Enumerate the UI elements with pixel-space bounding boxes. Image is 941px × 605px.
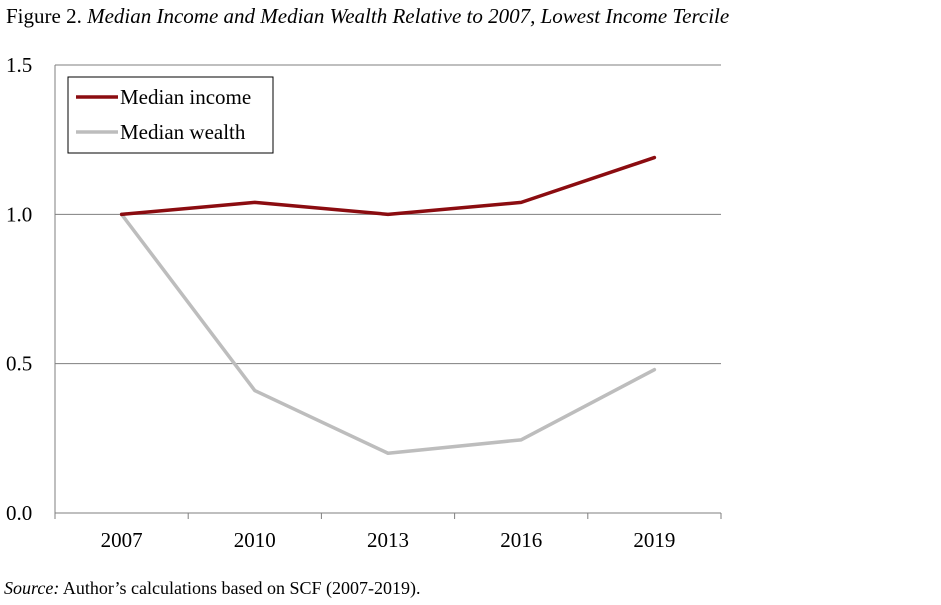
legend-label: Median wealth — [120, 120, 246, 144]
figure-title: Figure 2. Median Income and Median Wealt… — [6, 4, 729, 29]
source-text: Author’s calculations based on SCF (2007… — [62, 578, 421, 598]
y-tick-label: 0.0 — [6, 501, 32, 525]
source-label: Source: — [4, 578, 60, 598]
figure-number: Figure 2. — [6, 4, 82, 28]
axes — [54, 65, 722, 519]
y-tick-label: 1.5 — [6, 53, 32, 77]
x-tick-label: 2016 — [500, 528, 542, 552]
y-tick-label: 1.0 — [6, 202, 32, 226]
x-tick-label: 2019 — [633, 528, 675, 552]
legend: Median income Median wealth — [67, 76, 274, 154]
x-tick-label: 2010 — [234, 528, 276, 552]
x-tick-label: 2013 — [367, 528, 409, 552]
y-tick-label: 0.5 — [6, 352, 32, 376]
series-lines — [119, 155, 657, 456]
figure-title-text: Median Income and Median Wealth Relative… — [87, 4, 730, 28]
series-line-income — [119, 155, 657, 217]
legend-box — [67, 76, 274, 154]
x-tick-label: 2007 — [101, 528, 143, 552]
source-note: Source: Author’s calculations based on S… — [4, 578, 420, 599]
y-tick-labels: 0.0 0.5 1.0 1.5 — [6, 53, 32, 525]
x-tick-labels: 2007 2010 2013 2016 2019 — [101, 528, 676, 552]
series-line-wealth — [119, 212, 657, 456]
legend-label: Median income — [120, 85, 251, 109]
